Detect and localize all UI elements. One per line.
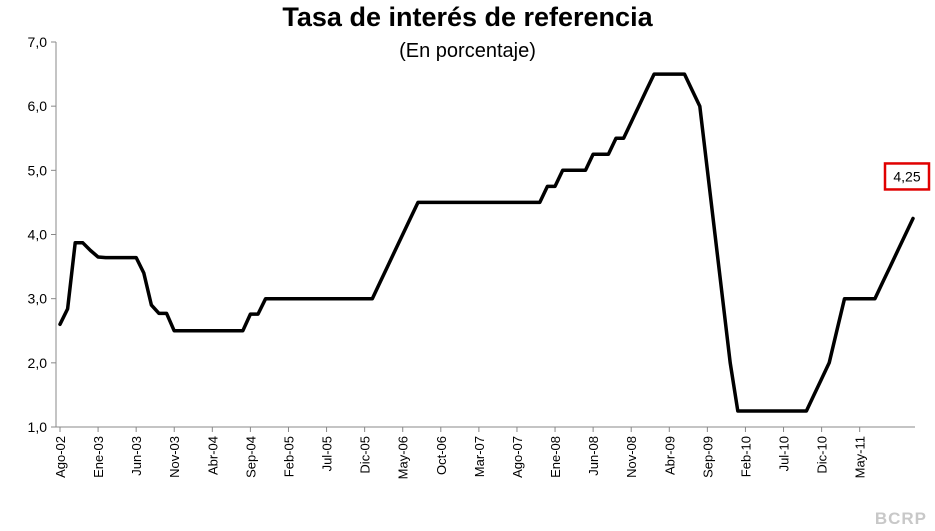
x-tick-label: May-11: [853, 436, 868, 478]
chart-series: [58, 72, 915, 413]
chart-subtitle: (En porcentaje): [399, 40, 536, 62]
y-axis-ticks: 1,0 2,0 3,0 4,0 5,0 6,0 7,0: [28, 34, 56, 435]
x-tick-label: Feb-05: [281, 436, 296, 477]
y-tick-label: 2,0: [28, 355, 48, 371]
x-tick-label: Ene-08: [548, 436, 563, 478]
y-tick-label: 6,0: [28, 98, 48, 114]
x-tick-label: Dic-10: [815, 436, 830, 474]
x-tick-label: Jun-03: [129, 436, 144, 476]
x-tick-label: Feb-10: [738, 436, 753, 477]
x-tick-label: May-06: [396, 436, 411, 479]
x-tick-label: Nov-08: [624, 436, 639, 478]
x-tick-label: Nov-03: [167, 436, 182, 478]
x-tick-label: Ago-02: [53, 436, 68, 478]
x-tick-label: Jul-05: [320, 436, 335, 471]
annotation-box: [883, 162, 931, 191]
chart-annotation: 4,25: [883, 162, 931, 191]
chart-axes: [55, 42, 915, 428]
annotation-label: 4,25: [893, 168, 920, 184]
x-tick-label: Oct-06: [434, 436, 449, 475]
x-tick-label: Mar-07: [472, 436, 487, 477]
x-axis-ticks: Ago-02 Ene-03 Jun-03 Nov-03 Abr-04 Sep-04 Feb-…: [53, 427, 868, 479]
x-tick-label: Jun-08: [586, 436, 601, 476]
x-tick-label: Dic-05: [358, 436, 373, 474]
x-tick-label: Ago-07: [510, 436, 525, 478]
y-tick-label: 7,0: [28, 34, 48, 50]
y-tick-label: 4,0: [28, 227, 48, 243]
y-tick-label: 5,0: [28, 162, 48, 178]
x-tick-label: Sep-09: [700, 436, 715, 478]
brand-watermark: BCRP: [874, 509, 927, 528]
x-tick-label: Ene-03: [91, 436, 106, 478]
x-tick-label: Sep-04: [243, 436, 258, 478]
x-tick-label: Jul-10: [777, 436, 792, 471]
y-tick-label: 3,0: [28, 291, 48, 307]
y-tick-label: 1,0: [28, 419, 48, 435]
x-tick-label: Abr-04: [205, 436, 220, 475]
x-tick-label: Abr-09: [662, 436, 677, 475]
chart-title: Tasa de interés de referencia: [282, 2, 653, 32]
series-line: [58, 72, 915, 413]
